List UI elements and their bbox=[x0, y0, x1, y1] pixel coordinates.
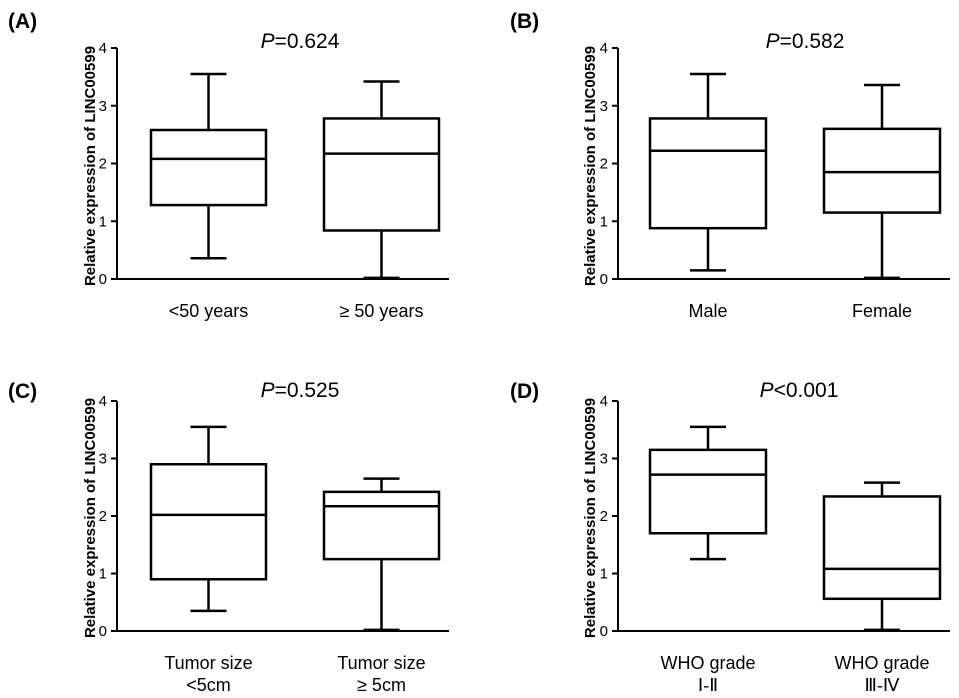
p-value-number: =0.624 bbox=[275, 30, 340, 53]
y-tick-label: 1 bbox=[600, 566, 608, 583]
p-value-symbol: P bbox=[261, 379, 275, 402]
y-tick-label: 1 bbox=[99, 566, 107, 583]
panel-b: (B) P=0.582 Relative expression of LINC005… bbox=[510, 10, 950, 321]
box-2 bbox=[822, 481, 942, 632]
y-tick-label: 0 bbox=[600, 271, 608, 288]
panel-d: (D) P<0.001 Relative expression of LINC005… bbox=[510, 379, 950, 695]
p-value-symbol: P bbox=[766, 30, 780, 53]
y-axis-label: Relative expression of LINC00599 bbox=[582, 398, 599, 638]
y-tick-label: 4 bbox=[600, 40, 608, 57]
panel-label: (C) bbox=[8, 380, 37, 403]
y-tick-label: 1 bbox=[600, 213, 608, 230]
box-1 bbox=[648, 425, 768, 561]
iqr-box bbox=[149, 463, 268, 581]
x-category-label: ≥ 5cm bbox=[357, 675, 406, 695]
iqr-box bbox=[322, 490, 441, 561]
y-tick-label: 3 bbox=[99, 451, 107, 468]
x-category-label: Tumor size bbox=[164, 653, 252, 673]
panel-c: (C) P=0.525 Relative expression of LINC005… bbox=[8, 379, 449, 695]
y-tick-label: 4 bbox=[99, 393, 107, 410]
y-axis-label: Relative expression of LINC00599 bbox=[82, 398, 99, 638]
y-tick-label: 4 bbox=[600, 393, 608, 410]
iqr-box bbox=[648, 117, 768, 230]
panel-label: (B) bbox=[510, 10, 539, 33]
box-2 bbox=[322, 80, 441, 280]
y-tick-label: 2 bbox=[99, 508, 107, 525]
y-axis-label: Relative expression of LINC00599 bbox=[582, 46, 599, 286]
box-2 bbox=[322, 477, 441, 632]
p-value: P=0.582 bbox=[766, 30, 845, 53]
y-tick-label: 3 bbox=[600, 98, 608, 115]
p-value-symbol: P bbox=[261, 30, 275, 53]
y-tick-label: 1 bbox=[99, 213, 107, 230]
box-1 bbox=[149, 72, 268, 260]
p-value: P=0.624 bbox=[261, 30, 340, 53]
y-tick-label: 4 bbox=[99, 40, 107, 57]
x-category-label: <50 years bbox=[169, 301, 249, 321]
p-value-number: =0.525 bbox=[275, 379, 340, 402]
box-2 bbox=[822, 83, 942, 280]
y-tick-label: 0 bbox=[600, 623, 608, 640]
x-category-label: Male bbox=[688, 301, 727, 321]
iqr-box bbox=[822, 495, 942, 601]
panel-label: (D) bbox=[510, 380, 539, 403]
y-tick-label: 2 bbox=[600, 508, 608, 525]
y-tick-label: 0 bbox=[99, 271, 107, 288]
panel-label: (A) bbox=[8, 10, 37, 33]
p-value: P<0.001 bbox=[760, 379, 839, 402]
iqr-box bbox=[149, 128, 268, 207]
y-tick-label: 0 bbox=[99, 623, 107, 640]
iqr-box bbox=[822, 127, 942, 214]
box-1 bbox=[149, 425, 268, 613]
box-1 bbox=[648, 72, 768, 272]
p-value-number: <0.001 bbox=[774, 379, 839, 402]
y-tick-label: 3 bbox=[99, 98, 107, 115]
x-category-label: WHO grade bbox=[660, 653, 755, 673]
p-value-symbol: P bbox=[760, 379, 774, 402]
x-category-label: <5cm bbox=[186, 675, 231, 695]
p-value-number: =0.582 bbox=[780, 30, 845, 53]
y-axis-label: Relative expression of LINC00599 bbox=[82, 46, 99, 286]
p-value: P=0.525 bbox=[261, 379, 340, 402]
x-category-label: WHO grade bbox=[834, 653, 929, 673]
y-tick-label: 3 bbox=[600, 451, 608, 468]
x-category-label: Female bbox=[852, 301, 912, 321]
x-category-label: Tumor size bbox=[337, 653, 425, 673]
y-tick-label: 2 bbox=[600, 156, 608, 173]
x-category-label: ≥ 50 years bbox=[340, 301, 424, 321]
iqr-box bbox=[648, 448, 768, 535]
iqr-box bbox=[322, 117, 441, 232]
y-tick-label: 2 bbox=[99, 156, 107, 173]
x-category-label: Ⅲ-Ⅳ bbox=[864, 675, 899, 695]
x-category-label: Ⅰ-Ⅱ bbox=[698, 675, 718, 695]
panel-a: (A) P=0.624 Relative expression of LINC005… bbox=[8, 10, 449, 321]
